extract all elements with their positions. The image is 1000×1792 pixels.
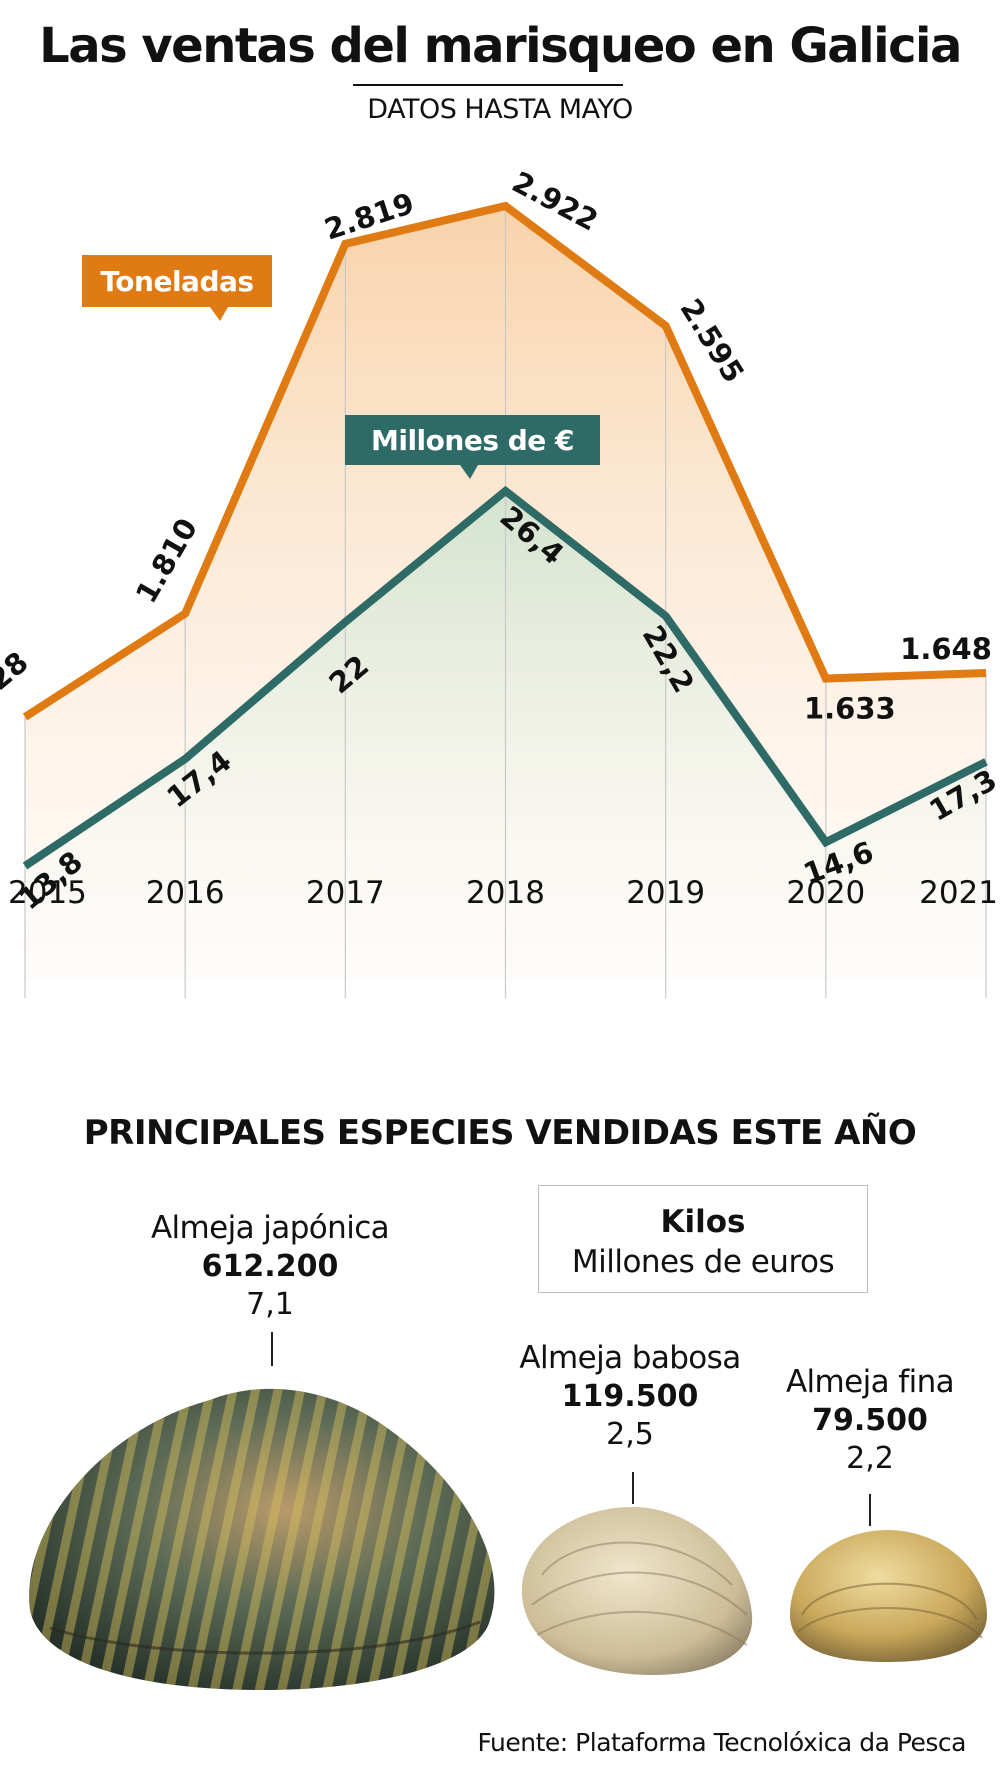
species-euros: 7,1 bbox=[246, 1287, 294, 1322]
almeja-babosa-image bbox=[521, 1507, 753, 1675]
almeja-fina-image bbox=[790, 1530, 987, 1662]
species-pointer bbox=[271, 1332, 273, 1366]
line-chart: 2015 2016 2017 2018 2019 2020 2021 1.5281.8102… bbox=[0, 165, 1000, 998]
x-tick-label-2020: 2020 bbox=[786, 875, 865, 911]
series-line-millones bbox=[22, 485, 988, 870]
almeja-japonica-image bbox=[29, 1388, 495, 1690]
x-tick-label-2017: 2017 bbox=[306, 875, 385, 911]
species-pointer bbox=[869, 1494, 871, 1526]
species-legend: Kilos Millones de euros bbox=[538, 1185, 868, 1293]
data-label-toneladas-2021: 1.648 bbox=[900, 632, 992, 666]
legend-tag-toneladas: Toneladas bbox=[82, 255, 272, 321]
x-tick-label-2015: 2015 bbox=[8, 875, 87, 911]
species-name: Almeja fina bbox=[785, 1364, 955, 1400]
species-kilos: 119.500 bbox=[561, 1379, 699, 1414]
species-name: Almeja babosa bbox=[519, 1340, 741, 1376]
legend-kilos: Kilos bbox=[660, 1204, 746, 1240]
species-almeja-babosa: Almeja babosa 119.500 2,5 bbox=[470, 1338, 790, 1454]
species-euros: 2,2 bbox=[846, 1441, 894, 1476]
species-kilos: 79.500 bbox=[812, 1403, 928, 1438]
x-tick-label-2021: 2021 bbox=[919, 875, 998, 911]
legend-tag-millones-box bbox=[345, 415, 600, 465]
legend-tag-millones-pointer bbox=[460, 465, 478, 479]
legend-millones-euros: Millones de euros bbox=[571, 1244, 835, 1280]
x-tick-label-2019: 2019 bbox=[626, 875, 705, 911]
series-line-toneladas bbox=[22, 201, 987, 721]
x-tick-label-2018: 2018 bbox=[466, 875, 545, 911]
title-divider bbox=[353, 84, 623, 86]
species-section-title: PRINCIPALES ESPECIES VENDIDAS ESTE AÑO bbox=[83, 1113, 917, 1153]
species-almeja-japonica: Almeja japónica 612.200 7,1 bbox=[110, 1208, 430, 1324]
species-name: Almeja japónica bbox=[150, 1210, 390, 1246]
species-almeja-fina: Almeja fina 79.500 2,2 bbox=[720, 1362, 1000, 1478]
x-tick-label-2016: 2016 bbox=[146, 875, 225, 911]
source-note: Fuente: Plataforma Tecnolóxica da Pesca bbox=[477, 1728, 967, 1757]
legend-tag-toneladas-box bbox=[82, 255, 272, 307]
species-pointer bbox=[632, 1472, 634, 1504]
legend-tag-millones-text: Millones de € bbox=[371, 424, 574, 457]
data-label-toneladas-2020: 1.633 bbox=[804, 692, 896, 726]
chart-subtitle: DATOS HASTA MAYO bbox=[367, 94, 633, 125]
legend-tag-toneladas-pointer bbox=[210, 307, 228, 321]
chart-title: Las ventas del marisqueo en Galicia bbox=[39, 18, 962, 74]
species-euros: 2,5 bbox=[606, 1417, 654, 1452]
legend-tag-millones: Millones de € bbox=[345, 415, 600, 479]
species-kilos: 612.200 bbox=[201, 1249, 339, 1284]
legend-tag-toneladas-text: Toneladas bbox=[100, 265, 253, 298]
